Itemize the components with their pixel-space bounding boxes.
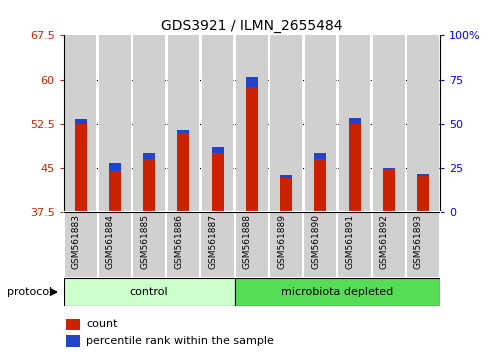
Bar — [304, 35, 335, 212]
Bar — [371, 212, 405, 278]
Bar — [348, 118, 360, 124]
Text: GSM561885: GSM561885 — [140, 215, 149, 269]
Bar — [314, 153, 325, 159]
Bar — [382, 168, 394, 169]
Bar — [416, 174, 428, 176]
Bar — [202, 35, 233, 212]
Bar — [133, 35, 164, 212]
Bar — [234, 212, 268, 278]
Bar — [270, 35, 301, 212]
Bar — [348, 124, 360, 212]
Bar — [109, 171, 121, 212]
Text: GSM561888: GSM561888 — [243, 215, 251, 269]
Bar — [268, 212, 303, 278]
Bar — [75, 124, 86, 212]
Bar — [132, 212, 166, 278]
Bar — [382, 168, 394, 212]
Text: percentile rank within the sample: percentile rank within the sample — [86, 336, 274, 346]
Bar — [99, 35, 130, 212]
Bar — [303, 212, 337, 278]
Bar — [211, 148, 223, 153]
Bar — [337, 212, 371, 278]
Bar — [372, 35, 404, 212]
Bar — [177, 130, 189, 133]
Text: protocol: protocol — [7, 287, 53, 297]
Bar — [65, 319, 80, 330]
Bar — [416, 174, 428, 212]
Bar — [65, 35, 96, 212]
Text: GSM561893: GSM561893 — [413, 215, 422, 269]
Bar — [167, 35, 199, 212]
Bar — [245, 77, 257, 212]
Bar — [407, 35, 438, 212]
Bar — [236, 35, 267, 212]
Text: GSM561889: GSM561889 — [277, 215, 285, 269]
Bar — [98, 212, 132, 278]
Bar — [166, 212, 200, 278]
Bar — [280, 175, 291, 178]
Text: count: count — [86, 319, 118, 330]
Bar — [177, 133, 189, 212]
Bar — [109, 164, 121, 171]
Bar — [280, 175, 291, 212]
Bar — [65, 336, 80, 347]
Bar — [63, 212, 98, 278]
Text: GSM561892: GSM561892 — [379, 215, 388, 269]
Bar — [211, 153, 223, 212]
Text: GSM561887: GSM561887 — [208, 215, 217, 269]
Bar — [63, 278, 234, 306]
Bar — [234, 278, 439, 306]
Bar — [143, 153, 155, 159]
Text: GSM561891: GSM561891 — [345, 215, 354, 269]
Text: GSM561886: GSM561886 — [174, 215, 183, 269]
Bar — [245, 77, 257, 87]
Text: GSM561883: GSM561883 — [72, 215, 81, 269]
Bar — [200, 212, 234, 278]
Bar — [143, 159, 155, 212]
Text: GSM561890: GSM561890 — [311, 215, 320, 269]
Bar — [405, 212, 439, 278]
Bar — [75, 119, 86, 124]
Title: GDS3921 / ILMN_2655484: GDS3921 / ILMN_2655484 — [161, 19, 342, 33]
Text: control: control — [130, 287, 168, 297]
Text: GSM561884: GSM561884 — [106, 215, 115, 269]
Bar — [314, 159, 325, 212]
Text: microbiota depleted: microbiota depleted — [281, 287, 393, 297]
Bar — [338, 35, 369, 212]
